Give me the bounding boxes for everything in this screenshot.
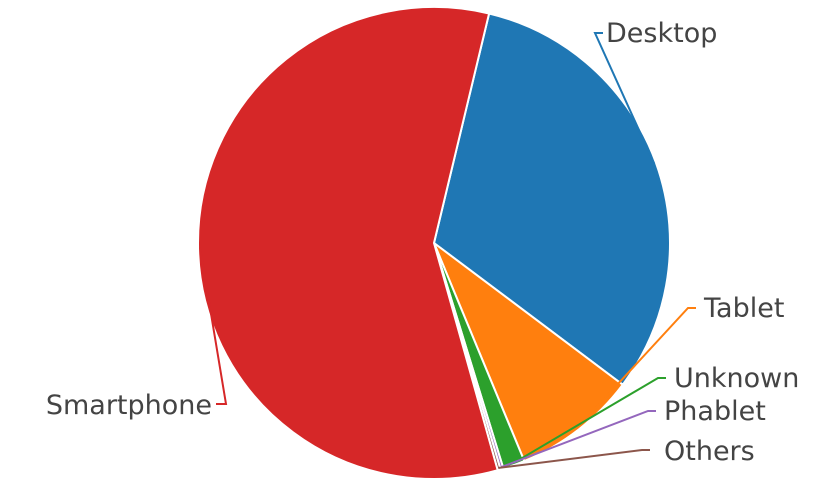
slice-label-tablet: Tablet [703,293,784,324]
slice-label-phablet: Phablet [664,396,766,427]
pie-slice-desktop [433,12,672,386]
leader-line-desktop [593,32,656,165]
leader-lines-layer [199,32,696,469]
leader-line-others [498,449,650,469]
slice-label-desktop: Desktop [606,18,717,49]
slice-label-others: Others [664,436,755,467]
leader-line-unknown [512,377,666,465]
slices-layer [197,6,672,480]
slice-label-smartphone: Smartphone [46,390,212,421]
pie-slice-tablet [433,242,624,463]
leader-line-phablet [501,410,656,469]
leader-line-tablet [576,307,696,429]
leader-line-smartphone [199,247,228,405]
pie-slice-smartphone [197,6,499,480]
slice-label-unknown: Unknown [674,363,799,394]
